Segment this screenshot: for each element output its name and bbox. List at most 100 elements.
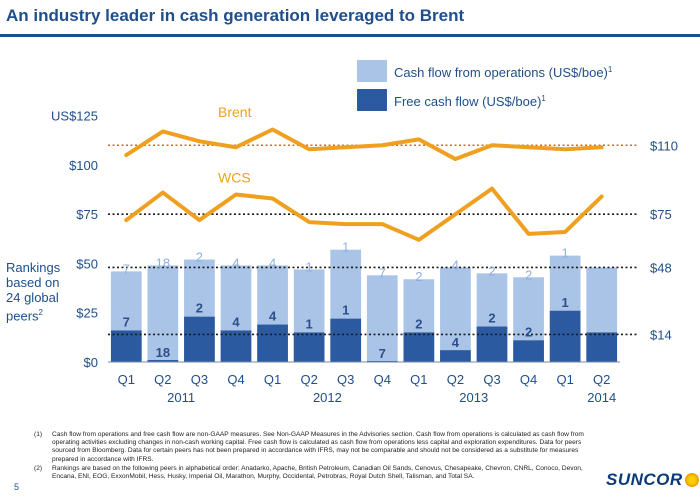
cfo-rank-label-11: 2 — [525, 267, 532, 282]
fcf-bar-2 — [184, 316, 215, 362]
footnote-2-number: (2) — [34, 464, 43, 472]
cash-flow-chart: $0 $25 $50 $75 $100 US$125 $110 $75 $48 $14 7 18 2 4 4… — [51, 60, 678, 405]
legend-cfo-label: Cash flow from operations (US$/boe)1 — [394, 65, 613, 80]
fcf-bar-10 — [476, 326, 508, 362]
x-tick-label-3: Q4 — [227, 372, 244, 387]
fcf-rank-label-9: 4 — [452, 335, 460, 350]
fcf-bar-5 — [293, 332, 325, 362]
rankings-line-2: based on — [6, 275, 60, 290]
x-tick-label-4: Q1 — [264, 372, 281, 387]
footnote-1-number: (1) — [34, 431, 43, 438]
fcf-bar-8 — [403, 332, 435, 362]
fcf-bar-6 — [330, 318, 362, 362]
x-tick-label-2: Q3 — [191, 372, 208, 387]
x-tick-label-1: Q2 — [154, 372, 171, 387]
fcf-rank-label-3: 4 — [232, 314, 240, 329]
cfo-rank-label-8: 2 — [415, 269, 422, 284]
fcf-bar-9 — [440, 350, 471, 362]
reference-label-1: $75 — [650, 207, 672, 222]
rankings-line-3: 24 global — [6, 290, 59, 305]
x-tick-label-8: Q1 — [410, 372, 427, 387]
fcf-rank-label-0: 7 — [123, 314, 130, 329]
year-label-1: 2012 — [313, 390, 342, 405]
suncor-logo: SUNCOR — [606, 470, 699, 490]
y-tick-label-4: $100 — [69, 158, 98, 173]
x-tick-label-9: Q2 — [447, 372, 464, 387]
cfo-rank-label-1: 18 — [156, 255, 170, 270]
x-tick-label-6: Q3 — [337, 372, 354, 387]
footnote-2: (2) Rankings are based on the following … — [34, 465, 594, 481]
cfo-bar-7 — [366, 275, 398, 362]
cfo-bar-9 — [440, 267, 471, 362]
reference-label-3: $14 — [650, 327, 672, 342]
fcf-rank-label-10: 2 — [488, 311, 495, 326]
fcf-rank-label-4: 4 — [269, 309, 277, 324]
fcf-bar-1 — [147, 360, 179, 362]
fcf-rank-label-7: 7 — [379, 346, 386, 361]
brent-line — [124, 127, 604, 162]
cfo-rank-label-10: 2 — [488, 263, 495, 278]
fcf-bar-11 — [513, 340, 544, 362]
year-label-0: 2011 — [167, 390, 195, 405]
title-rule — [0, 34, 700, 37]
fcf-rank-label-2: 2 — [196, 301, 203, 316]
cfo-rank-label-3: 4 — [232, 255, 239, 270]
cfo-rank-label-5: 1 — [306, 259, 313, 274]
rankings-footnote-ref: 2 — [38, 308, 43, 317]
fcf-bar-13 — [586, 332, 618, 362]
x-tick-label-12: Q1 — [556, 372, 573, 387]
rankings-line-1: Rankings — [6, 260, 61, 275]
reference-label-2: $48 — [650, 260, 672, 275]
legend-fcf-swatch — [357, 89, 387, 111]
sun-icon — [684, 473, 699, 487]
x-tick-label-5: Q2 — [300, 372, 317, 387]
cfo-rank-label-7: 7 — [379, 265, 386, 280]
cfo-rank-label-9: 4 — [452, 257, 459, 272]
footnote-1-text: Cash flow from operations and free cash … — [52, 431, 584, 463]
cfo-rank-label-2: 2 — [196, 250, 203, 265]
page-number: 5 — [14, 482, 20, 492]
legend-fcf-label: Free cash flow (US$/boe)1 — [394, 94, 546, 109]
y-tick-label-1: $25 — [76, 306, 98, 321]
y-tick-label-5: US$125 — [51, 109, 98, 124]
fcf-rank-label-6: 1 — [342, 303, 349, 318]
fcf-bar-3 — [220, 330, 252, 362]
x-tick-label-11: Q4 — [520, 372, 537, 387]
x-tick-label-13: Q2 — [593, 372, 610, 387]
y-tick-label-0: $0 — [84, 355, 98, 370]
cfo-rank-label-6: 1 — [342, 240, 349, 255]
brent-series-label: Brent — [218, 104, 252, 120]
year-label-2: 2013 — [459, 390, 488, 405]
cfo-rank-label-0: 7 — [123, 261, 130, 276]
fcf-rank-label-1: 18 — [156, 345, 170, 360]
fcf-rank-label-12: 1 — [562, 295, 569, 310]
x-tick-label-10: Q3 — [483, 372, 500, 387]
fcf-bar-12 — [549, 310, 581, 362]
legend-fcf-footnote-ref: 1 — [541, 94, 546, 103]
wcs-series-label: WCS — [218, 170, 251, 186]
fcf-bar-0 — [110, 330, 142, 362]
fcf-rank-label-5: 1 — [306, 316, 313, 331]
y-tick-label-2: $50 — [76, 256, 98, 271]
footnotes: (1) Cash flow from operations and free c… — [34, 431, 594, 482]
year-label-3: 2014 — [587, 390, 616, 405]
page-title: An industry leader in cash generation le… — [6, 6, 465, 25]
rankings-line-4: peers — [6, 308, 39, 324]
legend-cfo-footnote-ref: 1 — [608, 65, 613, 74]
fcf-rank-label-11: 2 — [525, 324, 532, 339]
x-tick-label-0: Q1 — [118, 372, 135, 387]
reference-label-0: $110 — [650, 138, 678, 153]
cfo-rank-label-12: 1 — [562, 246, 569, 261]
footnote-1: (1) Cash flow from operations and free c… — [34, 431, 594, 464]
cfo-rank-label-4: 4 — [269, 255, 276, 270]
footnote-2-text: Rankings are based on the following peer… — [52, 464, 583, 481]
logo-text: SUNCOR — [606, 470, 683, 489]
rankings-note: Rankings based on 24 global peers2 — [6, 260, 60, 323]
y-tick-label-3: $75 — [76, 207, 98, 222]
wcs-line — [124, 186, 604, 242]
legend-cfo-swatch — [357, 60, 387, 82]
x-tick-label-7: Q4 — [374, 372, 391, 387]
fcf-rank-label-8: 2 — [415, 316, 422, 331]
fcf-bar-4 — [257, 324, 288, 362]
cfo-bar-1 — [147, 265, 179, 362]
